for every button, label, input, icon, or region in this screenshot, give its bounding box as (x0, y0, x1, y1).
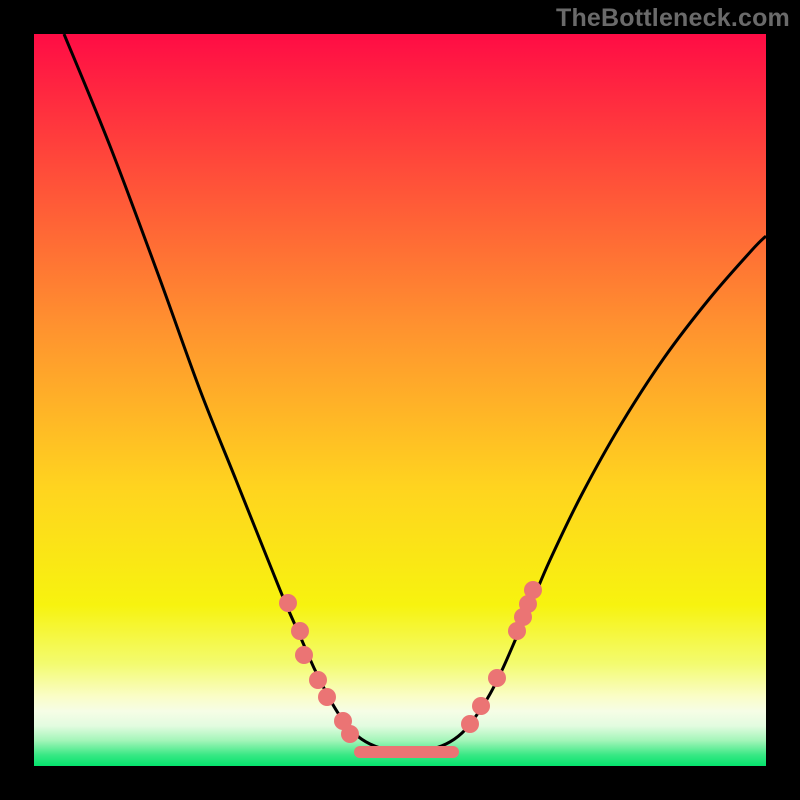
curve-dot (295, 646, 313, 664)
plot-background (34, 34, 766, 766)
curve-dot (472, 697, 490, 715)
curve-dot (291, 622, 309, 640)
curve-dot (488, 669, 506, 687)
curve-dot (524, 581, 542, 599)
chart-svg (0, 0, 800, 800)
curve-dot (461, 715, 479, 733)
curve-dot (309, 671, 327, 689)
watermark-text: TheBottleneck.com (556, 4, 790, 33)
curve-dot (341, 725, 359, 743)
curve-dot (279, 594, 297, 612)
curve-dot (318, 688, 336, 706)
chart-stage: TheBottleneck.com (0, 0, 800, 800)
